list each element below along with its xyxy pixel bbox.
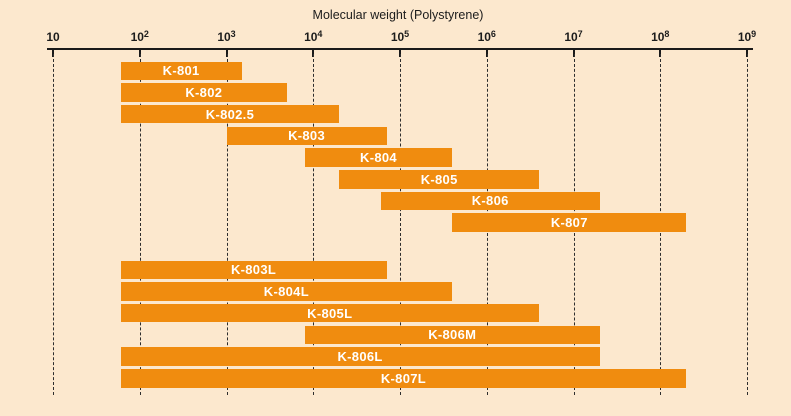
axis-tick-mark: [312, 50, 315, 57]
gridline: [747, 54, 748, 395]
axis-tick-mark: [52, 50, 54, 57]
range-bar-k-802-5: K-802.5: [120, 104, 340, 124]
range-bar-k-802: K-802: [120, 83, 288, 102]
axis-tick-mark: [225, 50, 228, 57]
range-bar-k-807l: K-807L: [120, 369, 687, 388]
bar-label: K-806M: [428, 327, 477, 343]
bar-label: K-806L: [337, 349, 383, 365]
axis-tick-mark: [746, 50, 748, 57]
bar-label: K-802.5: [205, 106, 255, 122]
bar-label: K-804L: [263, 283, 309, 299]
gridline: [139, 54, 141, 395]
bar-label: K-805: [420, 171, 458, 187]
bar-label: K-803: [288, 128, 325, 144]
range-bar-k-806m: K-806M: [304, 325, 600, 345]
chart-title: Molecular weight (Polystyrene): [312, 8, 484, 22]
range-bar-k-803l: K-803L: [120, 260, 387, 279]
bar-label: K-806: [471, 193, 509, 209]
axis-tick-label: 109: [737, 29, 757, 45]
bar-label: K-804: [360, 150, 397, 166]
axis-tick-label: 108: [651, 29, 670, 45]
gridline: [226, 54, 228, 395]
range-bar-k-805: K-805: [339, 170, 539, 189]
range-bar-k-801: K-801: [120, 61, 242, 80]
range-bar-k-805l: K-805L: [120, 303, 539, 323]
range-bar-k-804l: K-804L: [120, 282, 453, 301]
axis-tick-label: 103: [217, 29, 236, 45]
x-axis-line: [47, 48, 753, 50]
axis-tick-mark: [485, 50, 488, 57]
range-bar-k-803: K-803: [226, 126, 387, 146]
gridline: [53, 54, 54, 395]
axis-tick-label: 107: [564, 29, 583, 45]
axis-tick-mark: [572, 50, 575, 57]
axis-tick-mark: [399, 50, 401, 57]
bar-label: K-801: [162, 63, 200, 79]
axis-tick-label: 102: [130, 29, 149, 45]
axis-tick-mark: [138, 50, 141, 57]
range-bar-k-804: K-804: [304, 148, 453, 167]
gridline: [313, 54, 315, 395]
axis-tick-label: 106: [477, 29, 496, 45]
bar-label: K-802: [185, 84, 223, 100]
gridline: [400, 54, 401, 395]
range-bar-k-806: K-806: [380, 191, 600, 211]
axis-tick-label: 104: [304, 29, 323, 45]
bar-label: K-805L: [307, 305, 353, 321]
axis-tick-label: 10: [46, 30, 60, 44]
bar-label: K-803L: [230, 262, 277, 278]
range-bar-k-806l: K-806L: [120, 347, 600, 366]
bar-label: K-807: [550, 215, 588, 231]
axis-tick-mark: [659, 50, 662, 57]
range-bar-k-807: K-807: [452, 213, 687, 232]
axis-tick-label: 105: [390, 29, 410, 45]
bar-label: K-807L: [380, 370, 426, 386]
